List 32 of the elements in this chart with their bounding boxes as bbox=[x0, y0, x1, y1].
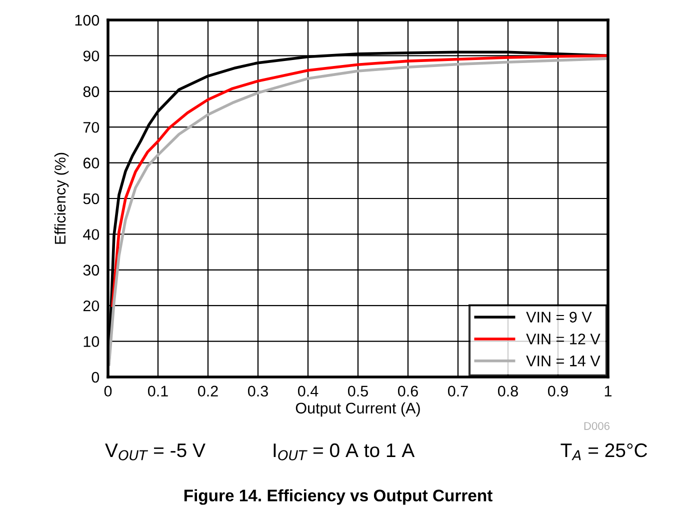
text: V$_{OUT}$ = -5 V bbox=[105, 444, 206, 460]
y-tick-label: 30 bbox=[83, 264, 100, 276]
x-tick-label: 0.3 bbox=[248, 386, 268, 397]
y-axis-title: Efficiency (%) bbox=[54, 152, 69, 244]
text: D006 bbox=[584, 422, 610, 430]
legend-label: VIN = 12 V bbox=[526, 334, 600, 344]
text: I$_{OUT}$ = 0 A to 1 A bbox=[274, 443, 415, 460]
y-tick-label: 0 bbox=[92, 372, 100, 383]
x-tick-label: 0.8 bbox=[498, 386, 518, 397]
x-axis-title: Output Current (A) bbox=[296, 402, 420, 417]
x-tick-label: 0.1 bbox=[148, 386, 168, 397]
x-tick-label: 0.9 bbox=[548, 386, 568, 397]
y-tick-label: 100 bbox=[75, 14, 100, 26]
y-tick-label: 50 bbox=[83, 193, 100, 204]
y-tick-label: 20 bbox=[83, 300, 100, 312]
legend-label: VIN = 14 V bbox=[526, 356, 600, 366]
x-tick-label: 1 bbox=[604, 386, 612, 396]
text: T$_{A}$ = 25°C bbox=[560, 443, 648, 460]
text: Figure 14. Efficiency vs Output Current bbox=[184, 489, 492, 505]
y-tick-label: 60 bbox=[83, 158, 100, 168]
legend-label: VIN = 9 V bbox=[526, 312, 592, 323]
x-tick-label: 0 bbox=[104, 386, 112, 397]
x-tick-label: 0.2 bbox=[198, 386, 218, 397]
x-tick-label: 0.4 bbox=[298, 386, 318, 397]
y-tick-label: 40 bbox=[83, 229, 100, 240]
y-tick-label: 80 bbox=[83, 86, 100, 98]
y-tick-label: 10 bbox=[84, 336, 100, 347]
x-tick-label: 0.7 bbox=[448, 386, 468, 397]
y-tick-label: 90 bbox=[83, 50, 100, 62]
x-tick-label: 0.6 bbox=[398, 386, 418, 397]
x-tick-label: 0.5 bbox=[348, 386, 368, 397]
y-tick-label: 70 bbox=[83, 122, 100, 133]
